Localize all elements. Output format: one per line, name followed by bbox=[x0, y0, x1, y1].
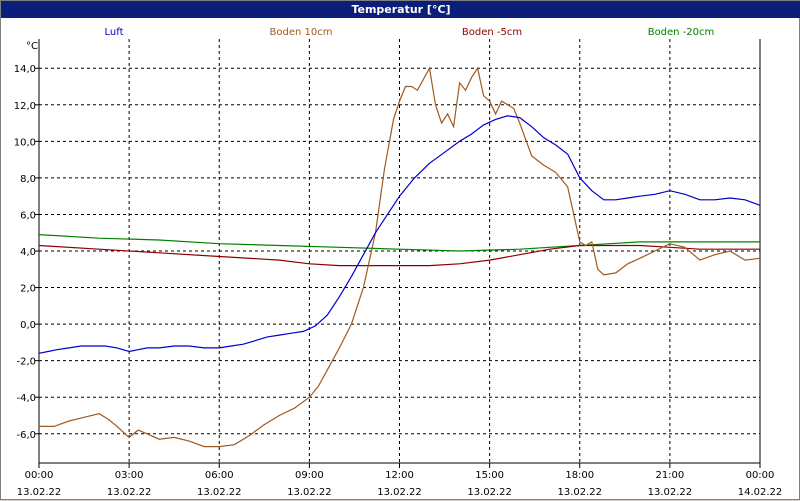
y-tick-label: -2,0 bbox=[16, 357, 36, 368]
x-tick-time: 21:00 bbox=[655, 470, 684, 481]
y-tick-label: 6,0 bbox=[20, 210, 36, 221]
legend-entry: Boden 10cm bbox=[270, 27, 333, 38]
x-tick-time: 00:00 bbox=[25, 470, 54, 481]
y-tick-label: 10,0 bbox=[14, 137, 36, 148]
x-tick-time: 06:00 bbox=[205, 470, 234, 481]
x-tick-time: 18:00 bbox=[565, 470, 594, 481]
y-tick-label: 2,0 bbox=[20, 284, 36, 295]
y-axis-unit: °C bbox=[26, 41, 38, 52]
x-tick-time: 09:00 bbox=[295, 470, 324, 481]
y-tick-label: 14,0 bbox=[14, 64, 36, 75]
y-tick-label: -6,0 bbox=[16, 430, 36, 441]
x-tick-date: 14.02.22 bbox=[738, 487, 783, 498]
window-title: Temperatur [°C] bbox=[1, 1, 800, 18]
x-tick-date: 13.02.22 bbox=[107, 487, 152, 498]
y-tick-label: 8,0 bbox=[20, 174, 36, 185]
y-tick-label: 4,0 bbox=[20, 247, 36, 258]
y-tick-label: 0,0 bbox=[20, 320, 36, 331]
legend-entry: Boden -5cm bbox=[462, 27, 522, 38]
series-line-luft bbox=[38, 115, 761, 354]
x-tick-time: 00:00 bbox=[746, 470, 775, 481]
y-tick-label: 12,0 bbox=[14, 101, 36, 112]
series-line-boden-10cm bbox=[39, 66, 761, 448]
x-tick-date: 13.02.22 bbox=[557, 487, 602, 498]
x-tick-date: 13.02.22 bbox=[377, 487, 422, 498]
x-tick-date: 13.02.22 bbox=[287, 487, 332, 498]
y-tick-label: -4,0 bbox=[16, 393, 36, 404]
x-tick-time: 03:00 bbox=[115, 470, 144, 481]
x-tick-date: 13.02.22 bbox=[648, 487, 693, 498]
x-tick-date: 13.02.22 bbox=[467, 487, 512, 498]
legend-entry: Luft bbox=[105, 27, 124, 38]
series-line-boden-5cm bbox=[38, 244, 760, 267]
x-tick-date: 13.02.22 bbox=[197, 487, 242, 498]
series-line-boden-20cm bbox=[38, 234, 760, 252]
x-tick-time: 15:00 bbox=[475, 470, 504, 481]
legend-entry: Boden -20cm bbox=[648, 27, 715, 38]
x-tick-time: 12:00 bbox=[385, 470, 414, 481]
temperature-chart: °C 14,0 12,0 10,0 8,0 6,0 4,0 2,0 0,0 -2,0 -4,0 -6,… bbox=[14, 27, 783, 498]
x-tick-date: 13.02.22 bbox=[17, 487, 62, 498]
